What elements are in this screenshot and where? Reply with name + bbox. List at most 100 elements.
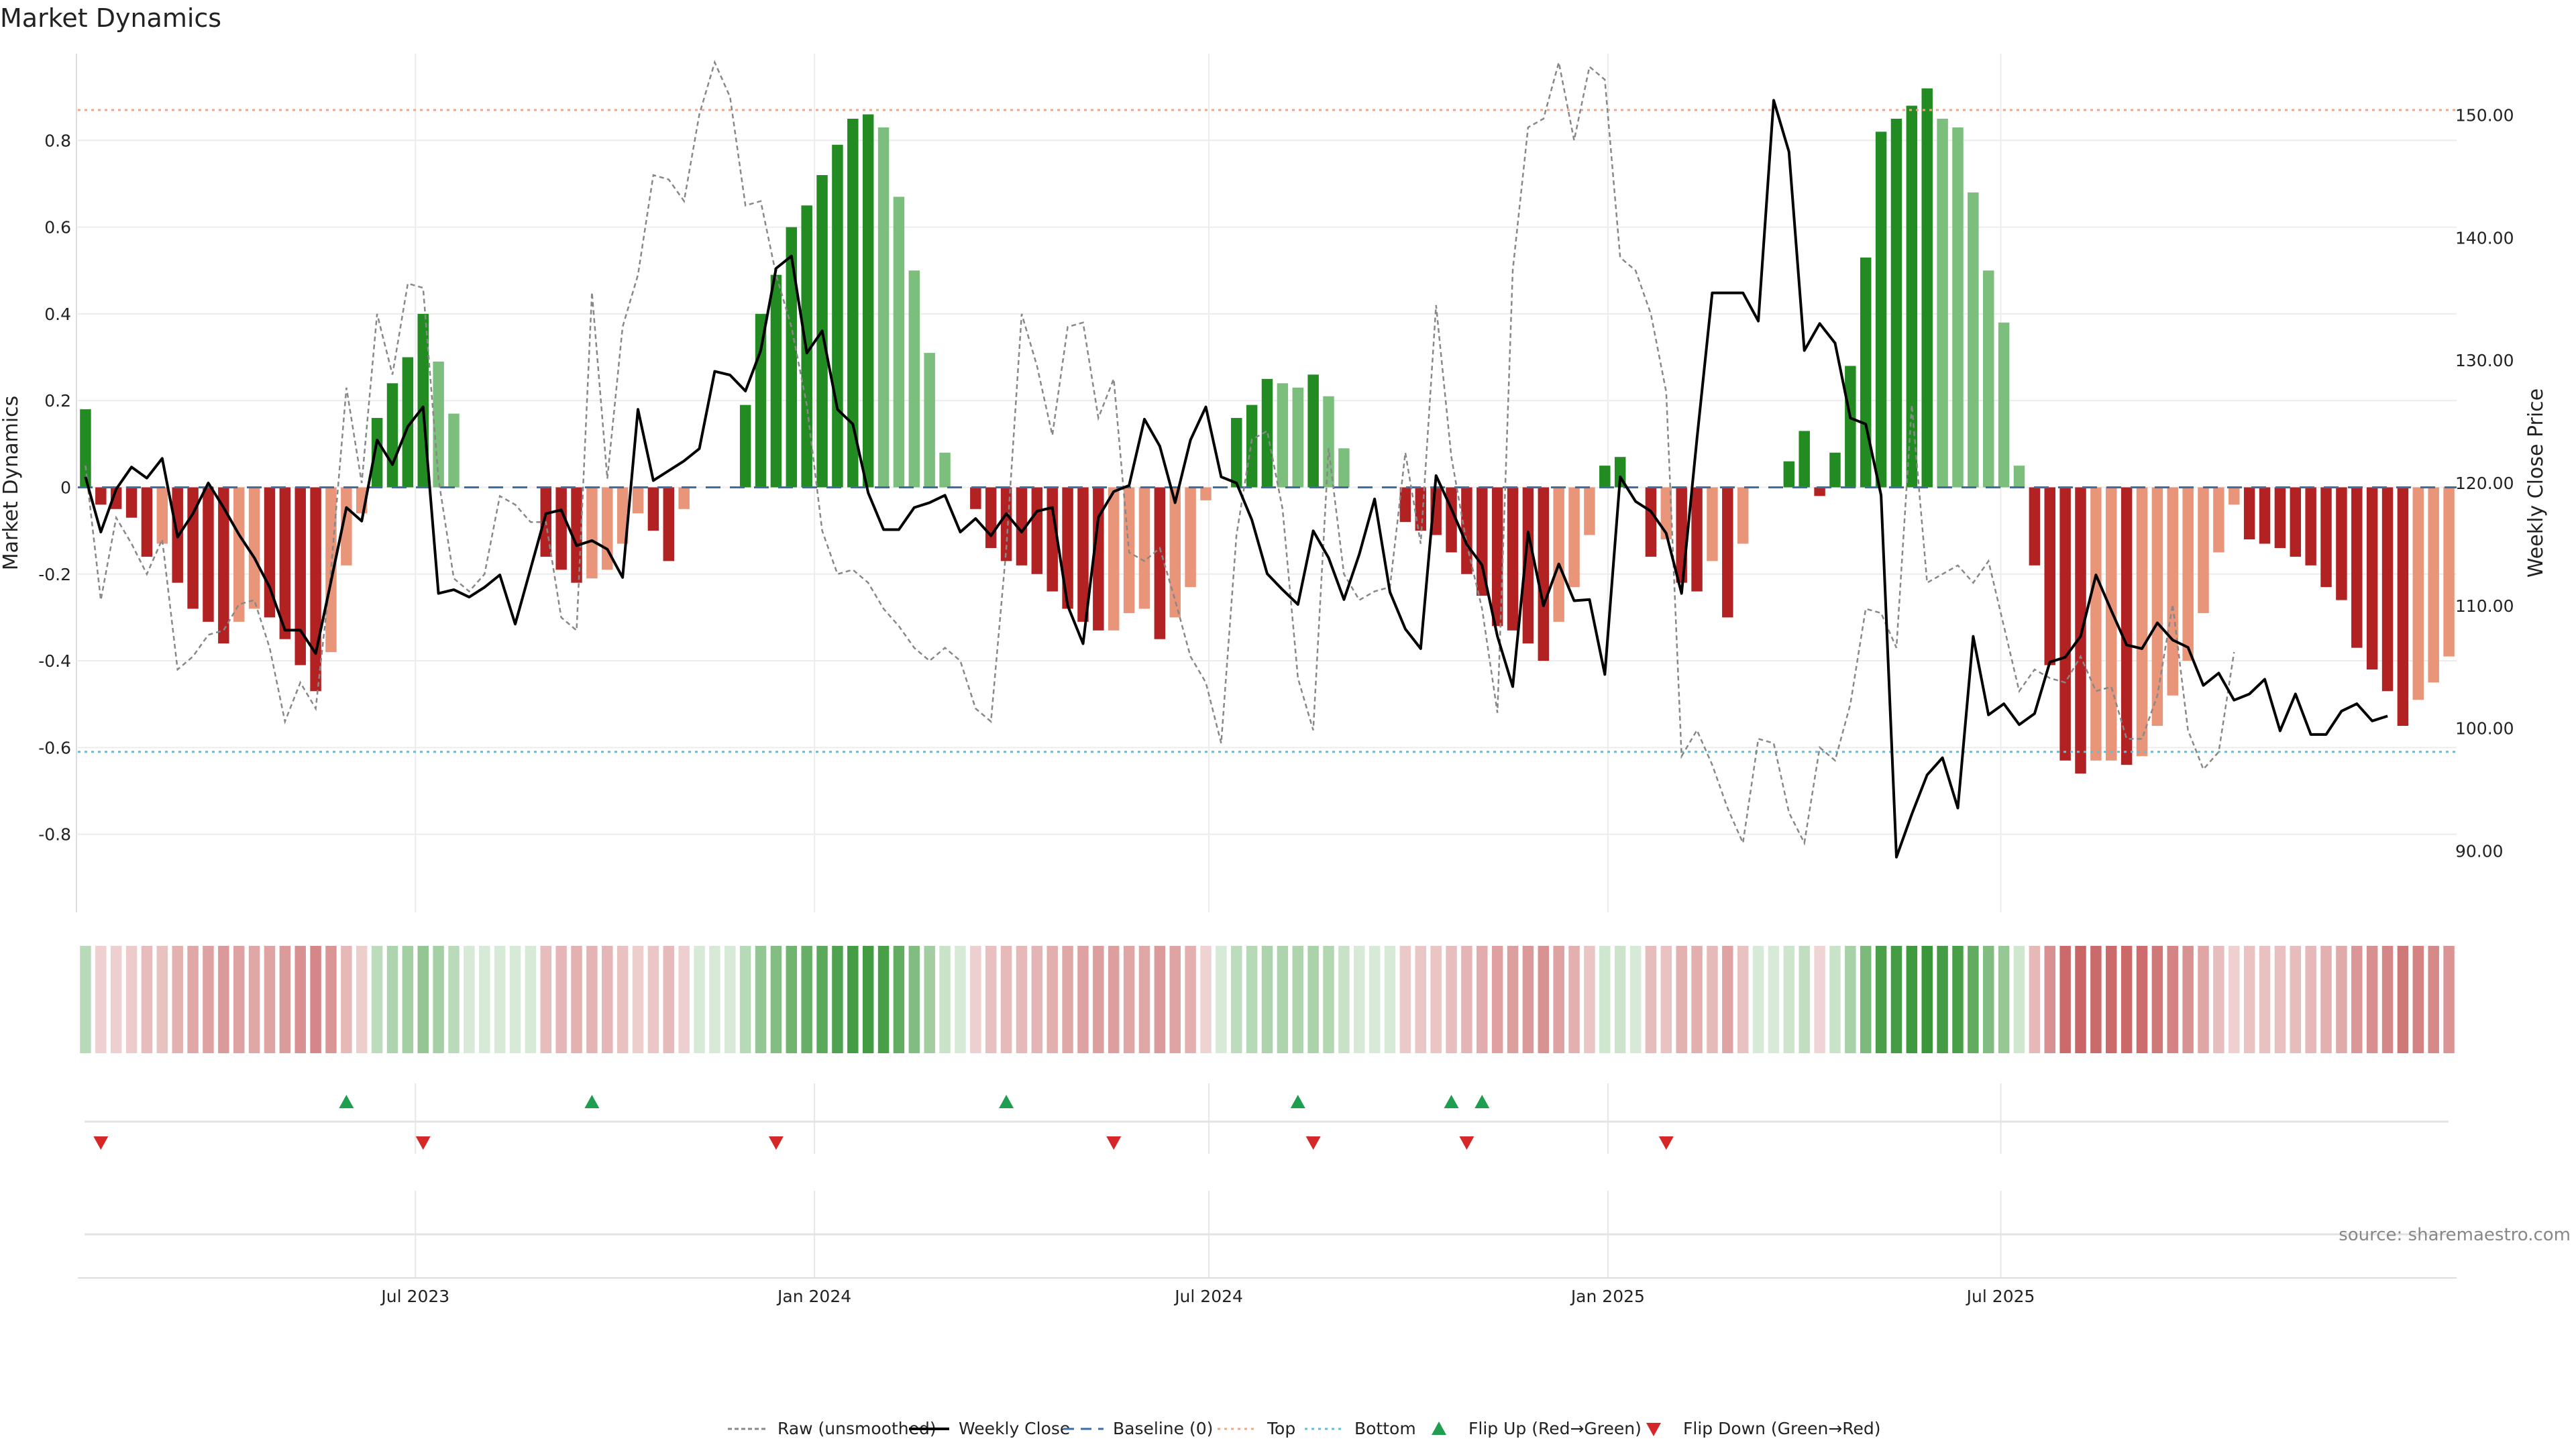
regime-cell xyxy=(2381,946,2394,1053)
regime-cell xyxy=(1768,946,1780,1053)
regime-cell xyxy=(755,946,767,1053)
regime-cell xyxy=(1384,946,1396,1053)
md-bar xyxy=(125,487,138,518)
regime-cell xyxy=(1860,946,1872,1053)
md-bar xyxy=(1138,487,1150,609)
regime-cell xyxy=(1277,946,1289,1053)
regime-cell xyxy=(464,946,475,1053)
md-bar xyxy=(248,487,260,609)
legend-item-flip-up: Flip Up (Red→Green) xyxy=(1432,1419,1642,1438)
regime-cell xyxy=(2090,946,2102,1053)
md-bar xyxy=(770,274,782,488)
flip-up-marker xyxy=(584,1095,600,1108)
md-bar xyxy=(1906,105,1918,488)
regime-cell xyxy=(2121,946,2133,1053)
md-bar xyxy=(386,383,398,488)
regime-cell xyxy=(2305,946,2316,1053)
regime-cell xyxy=(2013,946,2025,1053)
regime-cell xyxy=(233,946,245,1053)
regime-cell xyxy=(1568,946,1580,1053)
md-bar xyxy=(1937,118,1948,488)
regime-cell xyxy=(2106,946,2117,1053)
md-bar xyxy=(616,487,629,544)
regime-cell xyxy=(218,946,229,1053)
x-tick-label: Jul 2025 xyxy=(1966,1287,2035,1306)
regime-cell xyxy=(1169,946,1181,1053)
md-bar xyxy=(2290,487,2302,557)
regime-cell xyxy=(433,946,444,1053)
md-bar xyxy=(1154,487,1166,639)
regime-cell xyxy=(1875,946,1887,1053)
regime-cell xyxy=(141,946,153,1053)
regime-cell xyxy=(801,946,812,1053)
md-bar xyxy=(1169,487,1181,618)
regime-cell xyxy=(1553,946,1564,1053)
md-bar xyxy=(1093,487,1104,631)
y-tick-label: 0.6 xyxy=(44,218,71,237)
md-bar xyxy=(2351,487,2363,648)
md-bar xyxy=(1077,487,1089,622)
legend-swatch xyxy=(1646,1423,1661,1436)
regime-cell xyxy=(1093,946,1104,1053)
regime-cell xyxy=(494,946,506,1053)
raw-line xyxy=(85,60,2235,847)
md-bar xyxy=(2075,487,2086,774)
md-bar xyxy=(2182,487,2194,661)
regime-cell xyxy=(1323,946,1334,1053)
md-bar xyxy=(1338,448,1350,488)
md-bar xyxy=(1062,487,1073,609)
regime-cell xyxy=(616,946,629,1053)
regime-cell xyxy=(294,946,306,1053)
regime-cell xyxy=(1123,946,1135,1053)
regime-cell xyxy=(371,946,383,1053)
regime-cell xyxy=(448,946,460,1053)
regime-cell xyxy=(832,946,843,1053)
md-bar xyxy=(264,487,276,618)
regime-cell xyxy=(310,946,321,1053)
md-bar xyxy=(2366,487,2378,669)
md-bar xyxy=(1246,405,1258,488)
regime-cell xyxy=(2167,946,2179,1053)
md-bar xyxy=(832,144,843,488)
md-bar xyxy=(1737,487,1749,544)
regime-cell xyxy=(95,946,107,1053)
x-tick-label: Jan 2024 xyxy=(776,1287,851,1306)
md-bar xyxy=(218,487,229,644)
y2-tick-label: 140.00 xyxy=(2455,228,2514,248)
md-bar xyxy=(2136,487,2148,757)
regime-cell xyxy=(2198,946,2209,1053)
flip-down-marker xyxy=(1658,1136,1674,1150)
md-bar xyxy=(1538,487,1550,661)
md-bar xyxy=(908,270,920,488)
regime-cell xyxy=(2151,946,2163,1053)
md-bar xyxy=(1568,487,1580,588)
md-bar xyxy=(2106,487,2117,761)
regime-cell xyxy=(540,946,551,1053)
regime-cell xyxy=(1890,946,1902,1053)
regime-cell xyxy=(1522,946,1534,1053)
y-tick-label: 0 xyxy=(60,478,71,497)
md-bar xyxy=(1814,487,1825,496)
md-bar xyxy=(2090,487,2102,761)
regime-cell xyxy=(2351,946,2363,1053)
md-bar xyxy=(341,487,352,566)
regime-cell xyxy=(970,946,981,1053)
regime-cell xyxy=(939,946,951,1053)
md-bar xyxy=(1185,487,1196,588)
md-bar xyxy=(1968,192,1979,488)
md-bar xyxy=(325,487,337,653)
regime-cell xyxy=(187,946,199,1053)
x-tick-label: Jul 2024 xyxy=(1173,1287,1243,1306)
regime-cell xyxy=(571,946,582,1053)
legend-item-raw: Raw (unsmoothed) xyxy=(728,1419,936,1438)
regime-cell xyxy=(1477,946,1488,1053)
regime-cell xyxy=(632,946,644,1053)
y2-tick-label: 150.00 xyxy=(2455,105,2514,125)
md-bar xyxy=(2320,487,2332,588)
chart-title: Market Dynamics xyxy=(0,3,221,33)
flip-down-marker xyxy=(1459,1136,1474,1150)
legend-label: Flip Up (Red→Green) xyxy=(1468,1419,1642,1438)
regime-cell xyxy=(509,946,521,1053)
md-bar xyxy=(203,487,214,622)
md-bar xyxy=(1691,487,1703,592)
